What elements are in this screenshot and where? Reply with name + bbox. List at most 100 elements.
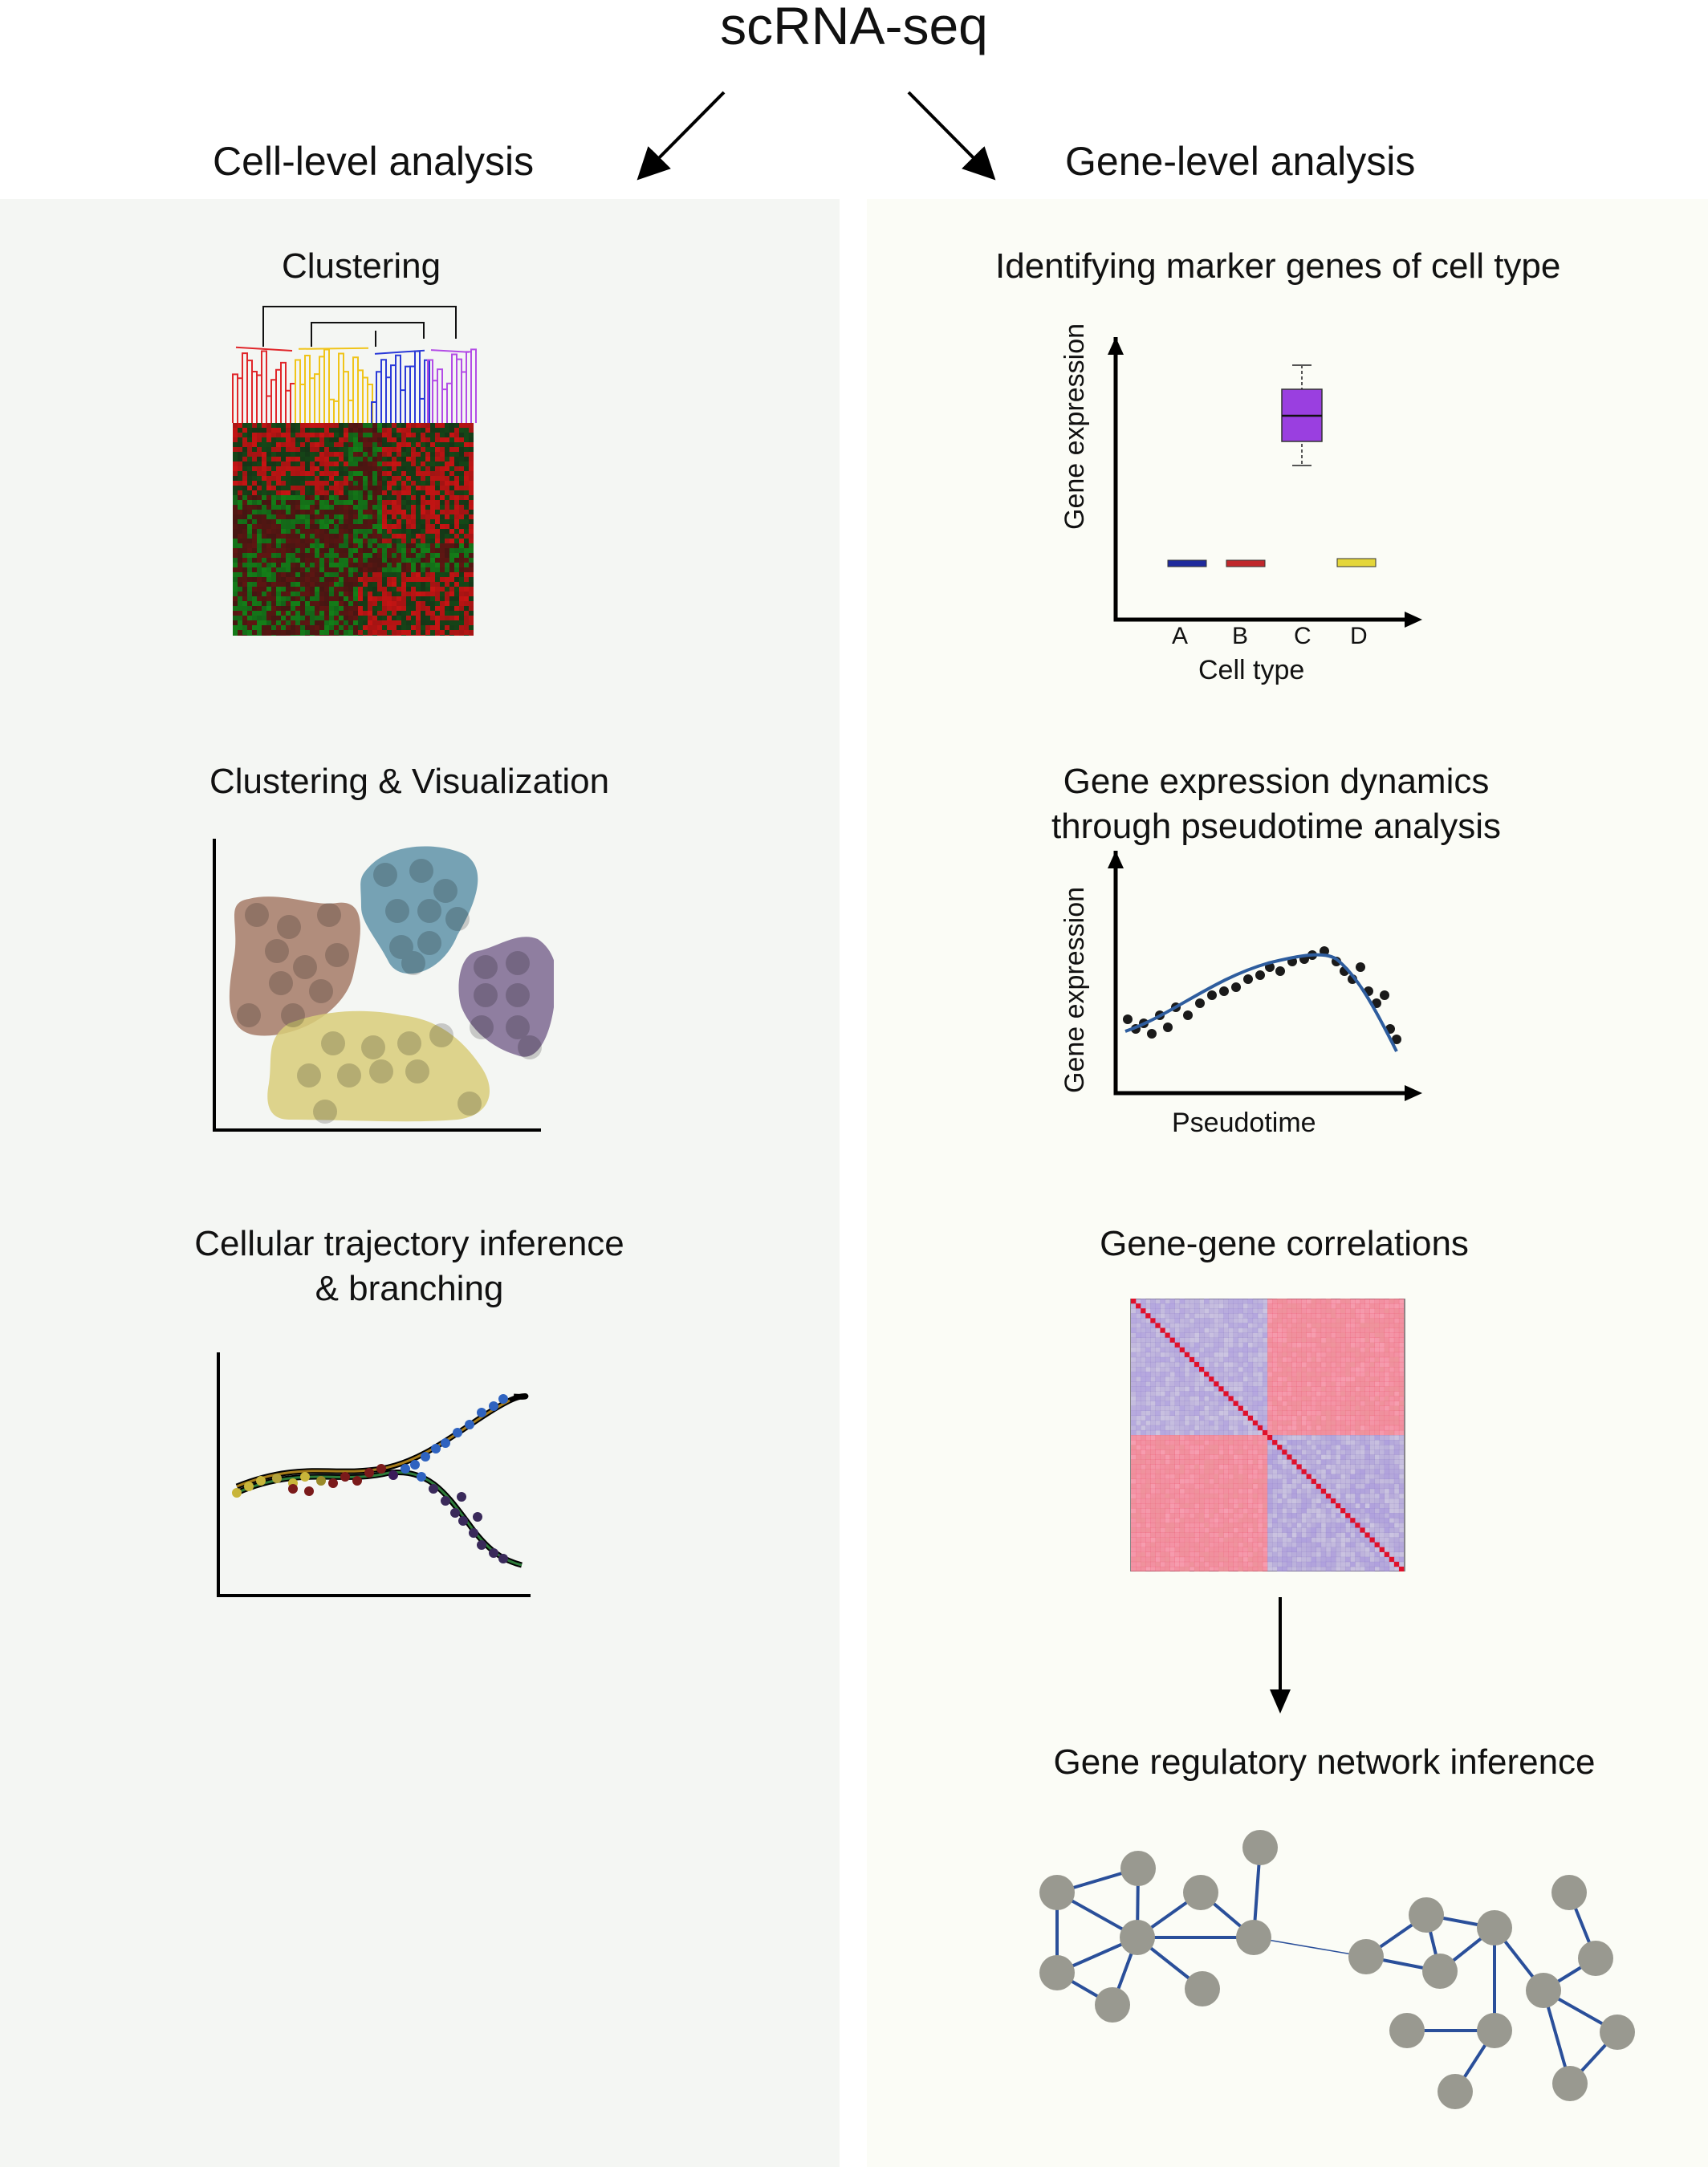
network-title: Gene regulatory network inference bbox=[1053, 1742, 1596, 1782]
box-A bbox=[1167, 559, 1207, 567]
trajectory-cell-dot bbox=[340, 1472, 350, 1482]
network-node bbox=[1185, 1971, 1220, 2006]
trajectory-cell-dot bbox=[417, 1472, 426, 1482]
dynamics-ylabel: Gene expression bbox=[1059, 886, 1090, 1093]
network-node bbox=[1409, 1897, 1444, 1933]
trajectory-cell-dot bbox=[304, 1486, 314, 1496]
trajectory-cell-dot bbox=[364, 1468, 374, 1478]
trajectory-cell-dot bbox=[431, 1444, 441, 1453]
trajectory-cell-dot bbox=[272, 1474, 282, 1483]
box-D bbox=[1336, 558, 1377, 567]
trajectory-cell-dot bbox=[401, 1464, 410, 1474]
network-node bbox=[1095, 1987, 1130, 2023]
trajectory-cell-dot bbox=[232, 1488, 242, 1498]
network-node bbox=[1477, 1910, 1512, 1945]
trajectory-cell-dot bbox=[453, 1428, 462, 1437]
network-node bbox=[1120, 1920, 1155, 1955]
trajectory-cell-dot bbox=[489, 1548, 498, 1558]
trajectory-cell-dot bbox=[288, 1484, 298, 1494]
marker-genes-title: Identifying marker genes of cell type bbox=[995, 246, 1561, 286]
trajectory-cell-dot bbox=[441, 1438, 450, 1448]
dynamics-dot bbox=[1380, 990, 1389, 1000]
trajectory-cell-dot bbox=[498, 1394, 508, 1404]
trajectory-cell-dot bbox=[300, 1472, 310, 1482]
network-node bbox=[1389, 2013, 1425, 2048]
boxplot-axes bbox=[1113, 337, 1413, 622]
gene-level-panel bbox=[867, 199, 1708, 2167]
tick-D: D bbox=[1350, 623, 1368, 649]
dynamics-dot bbox=[1183, 1010, 1193, 1020]
trajectory-cell-dot bbox=[477, 1408, 486, 1417]
arrow-to-gene-level bbox=[907, 91, 996, 181]
trajectory-axes bbox=[217, 1352, 531, 1597]
network-node bbox=[1600, 2015, 1635, 2050]
network-node bbox=[1551, 1875, 1587, 1910]
network-node bbox=[1039, 1875, 1075, 1910]
dynamics-dot bbox=[1163, 1023, 1173, 1032]
network-node bbox=[1477, 2013, 1512, 2048]
trajectory-cell-dot bbox=[473, 1512, 482, 1522]
network-node bbox=[1578, 1941, 1613, 1976]
dynamics-title-line2: through pseudotime analysis bbox=[1051, 807, 1502, 846]
gene-regulatory-network bbox=[1039, 1830, 1635, 2109]
trajectory-cell-dot bbox=[450, 1508, 460, 1518]
trajectory-cell-dot bbox=[410, 1460, 420, 1470]
marker-xlabel: Cell type bbox=[1198, 655, 1305, 685]
dynamics-title-line1: Gene expression dynamics bbox=[1063, 762, 1490, 801]
trajectory-title-line1: Cellular trajectory inference bbox=[194, 1224, 624, 1263]
dynamics-axes bbox=[1113, 851, 1413, 1096]
arrow-to-cell-level bbox=[636, 91, 726, 181]
trajectory-cell-dot bbox=[441, 1496, 450, 1506]
network-node bbox=[1438, 2074, 1473, 2109]
dynamics-dot bbox=[1219, 986, 1229, 996]
cell-level-heading: Cell-level analysis bbox=[213, 139, 535, 184]
trajectory-cell-dot bbox=[256, 1476, 266, 1486]
dynamics-plot bbox=[1108, 851, 1422, 1101]
dynamics-dot bbox=[1123, 1014, 1133, 1024]
tick-A: A bbox=[1172, 623, 1189, 649]
network-node bbox=[1552, 2066, 1588, 2101]
trajectory-cell-dot bbox=[316, 1476, 326, 1486]
dynamics-dot bbox=[1275, 966, 1285, 976]
network-node bbox=[1526, 1973, 1561, 2008]
trajectory-cell-dot bbox=[498, 1554, 508, 1563]
cluster-purple bbox=[458, 937, 554, 1057]
trajectory-cell-dot bbox=[421, 1452, 430, 1462]
main-title: scRNA-seq bbox=[720, 0, 988, 55]
dynamics-dot bbox=[1243, 974, 1253, 984]
trajectory-cell-dot bbox=[388, 1470, 398, 1480]
box-B bbox=[1226, 559, 1266, 567]
trajectory-cell-dot bbox=[328, 1478, 338, 1488]
network-node bbox=[1120, 1851, 1156, 1886]
dynamics-dot bbox=[1255, 970, 1265, 980]
trajectory-cell-dot bbox=[465, 1420, 474, 1429]
dynamics-dot bbox=[1207, 990, 1217, 1000]
trajectory-title-line2: & branching bbox=[315, 1269, 504, 1308]
network-node bbox=[1242, 1830, 1278, 1865]
dynamics-dot bbox=[1147, 1029, 1157, 1039]
marker-boxplot bbox=[1108, 337, 1422, 628]
tick-C: C bbox=[1294, 623, 1312, 649]
gene-level-heading: Gene-level analysis bbox=[1065, 139, 1416, 184]
dynamics-dot bbox=[1231, 982, 1241, 992]
cluster-brown bbox=[229, 896, 360, 1036]
dynamics-dot bbox=[1356, 962, 1365, 972]
trajectory-cell-dot bbox=[477, 1540, 486, 1550]
trajectory-cell-dot bbox=[429, 1484, 438, 1494]
dendrogram-heatmap bbox=[232, 306, 477, 636]
trajectory-cell-dot bbox=[469, 1528, 478, 1538]
scatter-axes bbox=[213, 839, 541, 1132]
network-node bbox=[1236, 1920, 1271, 1955]
dynamics-xlabel: Pseudotime bbox=[1172, 1108, 1316, 1138]
trajectory-cell-dot bbox=[244, 1482, 254, 1491]
clustering-title: Clustering bbox=[281, 246, 441, 286]
trajectory-cell-dot bbox=[489, 1401, 498, 1411]
dynamics-dot bbox=[1195, 998, 1205, 1008]
network-node bbox=[1039, 1955, 1075, 1990]
dynamics-dot bbox=[1392, 1035, 1401, 1044]
marker-ylabel: Gene expression bbox=[1059, 323, 1090, 530]
network-node bbox=[1348, 1939, 1384, 1974]
trajectory-cell-dot bbox=[457, 1492, 466, 1502]
trajectory-plot bbox=[217, 1352, 531, 1597]
trajectory-cell-dot bbox=[376, 1464, 386, 1474]
